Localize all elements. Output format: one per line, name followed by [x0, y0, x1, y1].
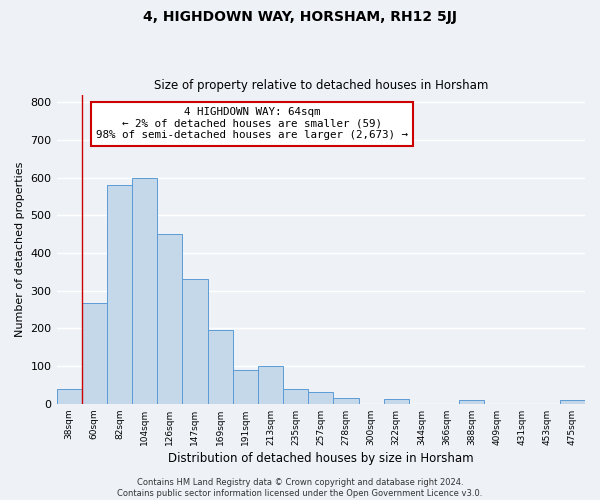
Bar — [283, 390, 308, 404]
Title: Size of property relative to detached houses in Horsham: Size of property relative to detached ho… — [154, 79, 488, 92]
X-axis label: Distribution of detached houses by size in Horsham: Distribution of detached houses by size … — [168, 452, 473, 465]
Bar — [258, 366, 283, 404]
Y-axis label: Number of detached properties: Number of detached properties — [15, 162, 25, 337]
Bar — [82, 302, 107, 404]
Bar — [459, 400, 484, 404]
Bar — [182, 280, 208, 404]
Bar — [107, 185, 132, 404]
Bar — [308, 392, 334, 404]
Bar — [157, 234, 182, 404]
Text: Contains HM Land Registry data © Crown copyright and database right 2024.
Contai: Contains HM Land Registry data © Crown c… — [118, 478, 482, 498]
Bar — [56, 390, 82, 404]
Bar — [208, 330, 233, 404]
Bar — [560, 400, 585, 404]
Bar — [132, 178, 157, 404]
Bar — [383, 400, 409, 404]
Text: 4, HIGHDOWN WAY, HORSHAM, RH12 5JJ: 4, HIGHDOWN WAY, HORSHAM, RH12 5JJ — [143, 10, 457, 24]
Bar — [233, 370, 258, 404]
Bar — [334, 398, 359, 404]
Text: 4 HIGHDOWN WAY: 64sqm
← 2% of detached houses are smaller (59)
98% of semi-detac: 4 HIGHDOWN WAY: 64sqm ← 2% of detached h… — [96, 107, 408, 140]
